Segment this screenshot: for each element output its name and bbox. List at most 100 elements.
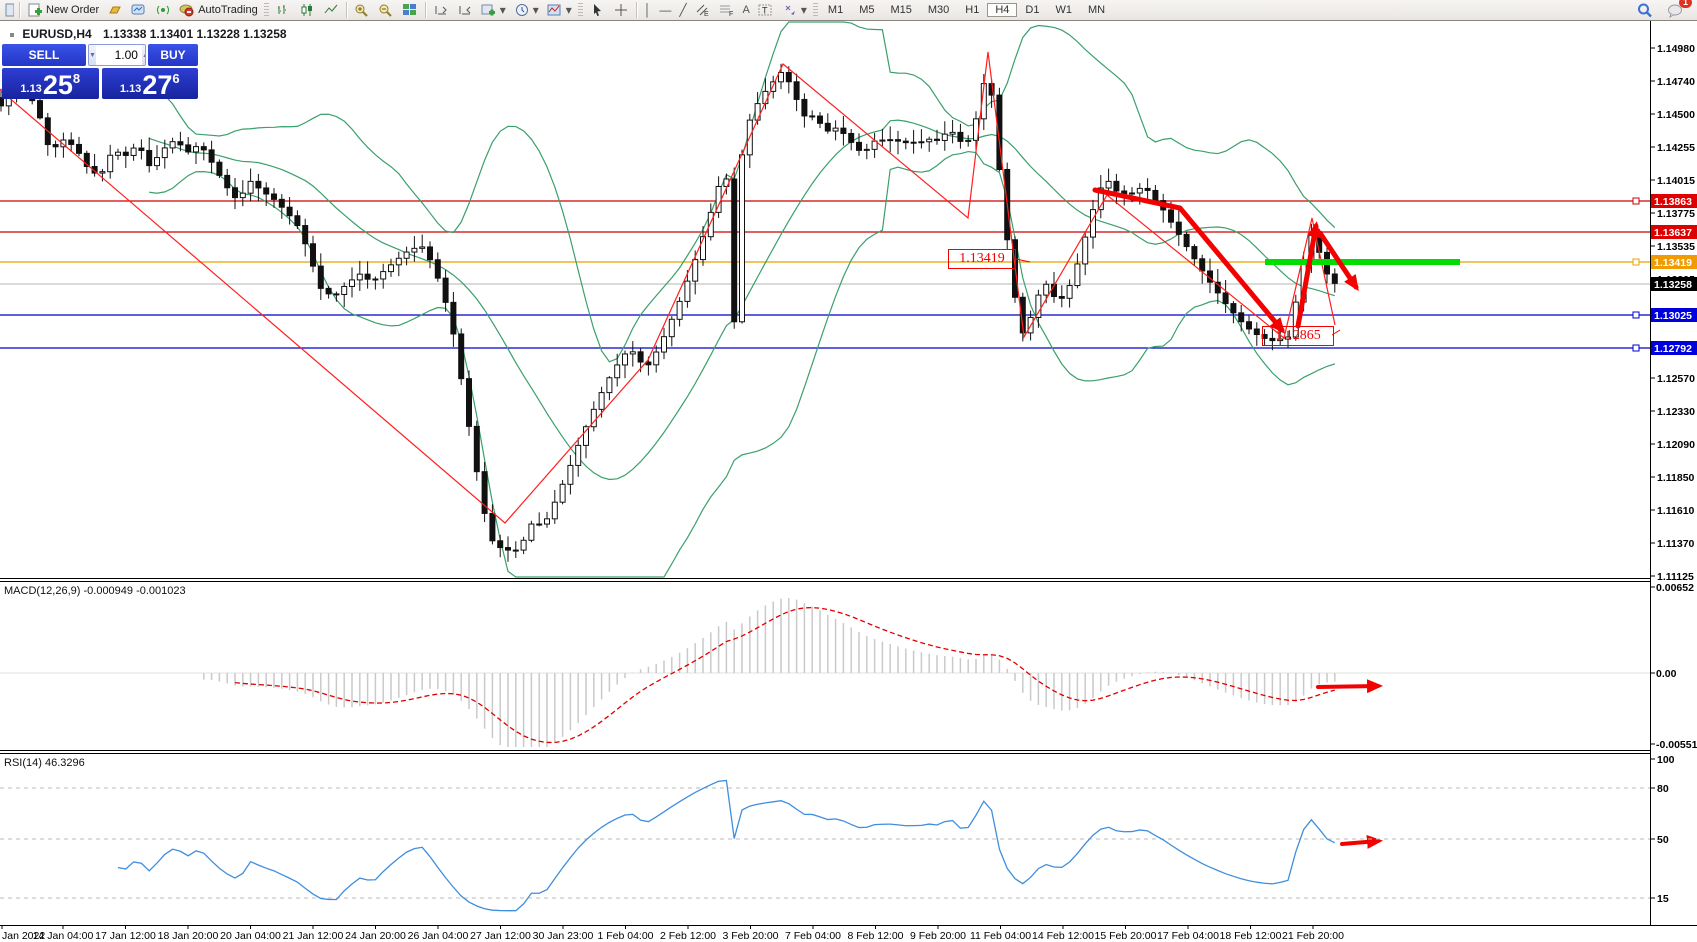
sell-price-big: 25 <box>42 70 73 100</box>
horizontal-line-tool[interactable]: — <box>655 1 675 19</box>
candle-chart-button[interactable] <box>295 1 319 19</box>
buy-button[interactable]: BUY <box>148 44 198 66</box>
cursor-icon <box>589 3 605 18</box>
svg-text:1.11370: 1.11370 <box>1657 538 1695 550</box>
tile-windows-icon <box>402 3 418 18</box>
drawn-label-1.13419[interactable]: 1.13419 <box>948 249 1016 269</box>
svg-text:18 Feb 12:00: 18 Feb 12:00 <box>1220 930 1282 942</box>
horizontal-line-icon: — <box>659 3 672 17</box>
tile-windows-button[interactable] <box>398 1 422 19</box>
rsi-label: RSI(14) 46.3296 <box>4 757 85 769</box>
price-axis: 1.14980 1.14740 1.14500 1.14255 1.14015 1.137… <box>1650 21 1697 925</box>
profiles-dropdown[interactable]: ▾ <box>510 1 543 19</box>
svg-text:0.00: 0.00 <box>1656 668 1677 680</box>
gold-bar-icon <box>107 3 123 18</box>
svg-text:100: 100 <box>1657 754 1675 766</box>
sell-button[interactable]: SELL <box>2 44 86 66</box>
toolbar-grip <box>812 3 818 17</box>
trendline-icon: ╱ <box>679 3 687 17</box>
svg-text:1.13863: 1.13863 <box>1654 196 1692 208</box>
timeframe-m30[interactable]: M30 <box>927 3 950 16</box>
text-tool[interactable]: A <box>739 1 754 19</box>
timeframe-w1[interactable]: W1 <box>1055 3 1072 16</box>
candle-chart-icon <box>299 3 315 18</box>
svg-text:17 Feb 04:00: 17 Feb 04:00 <box>1157 930 1219 942</box>
drawn-label-1.12865[interactable]: 1.12865 <box>1262 326 1334 346</box>
trendline-tool[interactable]: ╱ <box>675 1 690 19</box>
volume-stepper: ▼ ▲ <box>88 44 146 66</box>
toolbar-separator <box>345 2 347 18</box>
history-button[interactable] <box>103 1 127 19</box>
buy-price-pip: 6 <box>172 71 180 86</box>
sell-price-display[interactable]: 1.13 25 8 <box>2 68 99 99</box>
candlesticks <box>0 63 1338 562</box>
zoom-out-button[interactable] <box>374 1 398 19</box>
timeframe-m15[interactable]: M15 <box>890 3 912 16</box>
new-order-button[interactable]: New Order <box>23 1 103 19</box>
timeframe-h1[interactable]: H1 <box>965 3 980 16</box>
timeframe-m1[interactable]: M1 <box>827 3 844 16</box>
search-button[interactable] <box>1633 1 1657 19</box>
crosshair-tool[interactable] <box>609 1 633 19</box>
svg-text:9 Feb 20:00: 9 Feb 20:00 <box>910 930 966 942</box>
svg-text:1.13025: 1.13025 <box>1654 310 1692 322</box>
svg-text:1.13419: 1.13419 <box>1654 257 1692 269</box>
arrows-dropdown[interactable]: ▾ <box>778 1 811 19</box>
text-label-tool[interactable]: T <box>754 1 778 19</box>
line-chart-button[interactable] <box>319 1 343 19</box>
zoom-out-icon <box>378 3 394 18</box>
signals-button[interactable] <box>151 1 175 19</box>
svg-text:26 Jan 04:00: 26 Jan 04:00 <box>408 930 469 942</box>
svg-text:11 Feb 04:00: 11 Feb 04:00 <box>970 930 1031 942</box>
svg-text:1.14980: 1.14980 <box>1657 43 1695 55</box>
svg-text:17 Jan 12:00: 17 Jan 12:00 <box>95 930 156 942</box>
new-chart-dropdown[interactable]: ▾ <box>477 1 510 19</box>
svg-text:0.00652: 0.00652 <box>1656 582 1694 594</box>
vertical-line-tool[interactable]: │ <box>640 1 656 19</box>
buy-price-display[interactable]: 1.13 27 6 <box>101 68 198 99</box>
new-order-icon <box>27 3 43 18</box>
toolbar-grip <box>577 3 583 17</box>
symbol-period: EURUSD,H4 <box>22 27 92 41</box>
chart-autoscroll-button[interactable] <box>453 1 477 19</box>
svg-text:1.12570: 1.12570 <box>1657 373 1695 385</box>
volume-decrease-button[interactable]: ▼ <box>89 45 96 65</box>
arrows-icon <box>782 3 798 18</box>
autotrading-button[interactable]: AutoTrading <box>175 1 262 19</box>
svg-text:E: E <box>704 11 709 17</box>
timeframe-h4[interactable]: H4 <box>987 2 1018 17</box>
svg-text:1.14740: 1.14740 <box>1657 76 1695 88</box>
timeframe-d1[interactable]: D1 <box>1025 3 1040 16</box>
expert-advisors-button[interactable] <box>127 1 151 19</box>
cursor-tool[interactable] <box>585 1 609 19</box>
expert-advisor-icon <box>131 3 147 18</box>
svg-text:1.13637: 1.13637 <box>1654 227 1692 239</box>
zoom-in-icon <box>354 3 370 18</box>
channel-tool[interactable]: E <box>691 1 715 19</box>
fibonacci-tool[interactable]: F <box>715 1 739 19</box>
chat-bubble-icon <box>1667 3 1683 18</box>
volume-input[interactable] <box>95 45 142 65</box>
svg-text:1.13258: 1.13258 <box>1654 279 1692 291</box>
svg-text:F: F <box>729 11 733 17</box>
svg-text:18 Jan 20:00: 18 Jan 20:00 <box>158 930 219 942</box>
drawn-annotations <box>1015 187 1640 849</box>
zoom-in-button[interactable] <box>350 1 374 19</box>
chart-shift-button[interactable] <box>429 1 453 19</box>
svg-text:14 Feb 12:00: 14 Feb 12:00 <box>1032 930 1094 942</box>
svg-text:1.12090: 1.12090 <box>1657 439 1695 451</box>
notifications-button[interactable]: 1 <box>1663 0 1692 19</box>
svg-text:1.13775: 1.13775 <box>1657 208 1695 220</box>
toolbar-separator <box>19 2 20 18</box>
chart-autoscroll-icon <box>457 3 473 18</box>
timeframe-m5[interactable]: M5 <box>859 3 875 16</box>
toolbar-separator <box>635 2 637 18</box>
volume-increase-button[interactable]: ▲ <box>141 45 145 65</box>
bar-chart-button[interactable] <box>271 1 295 19</box>
indicators-dropdown[interactable]: ▾ <box>543 1 576 19</box>
timeframe-mn[interactable]: MN <box>1087 3 1106 16</box>
